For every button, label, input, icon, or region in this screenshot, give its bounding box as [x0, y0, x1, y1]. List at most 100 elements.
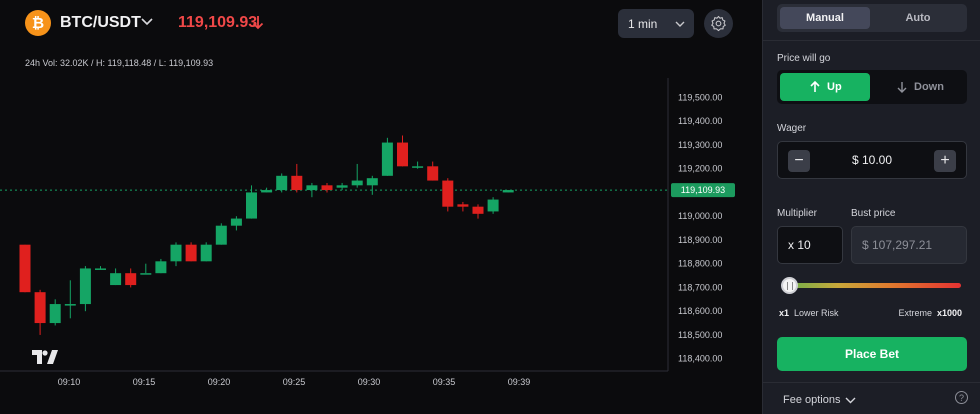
- wager-label: Wager: [777, 123, 807, 134]
- candle-body: [412, 166, 424, 168]
- y-tick-label: 119,200.00: [678, 164, 722, 174]
- increase-wager-button[interactable]: +: [934, 150, 956, 172]
- candle-body: [215, 225, 227, 245]
- bet-panel: Manual Auto Price will go Up Down Wager …: [762, 0, 980, 414]
- x-tick-label: 09:35: [433, 377, 456, 387]
- risk-slider-handle[interactable]: [781, 277, 798, 294]
- candle-body: [457, 204, 469, 207]
- candle-body: [170, 244, 182, 262]
- tradingview-logo-icon: [32, 350, 58, 364]
- arrow-down-icon: [897, 82, 907, 93]
- risk-min-label: x1 Lower Risk: [779, 308, 839, 318]
- candle-body: [110, 273, 122, 286]
- price-chart[interactable]: 119,500.00 119,400.00 119,300.00 119,200.00…: [0, 0, 762, 414]
- grip-icon: [787, 282, 793, 290]
- decrease-wager-button[interactable]: −: [788, 150, 810, 172]
- y-tick-label: 119,500.00: [678, 92, 722, 102]
- bust-price-field: $ 107,297.21: [851, 226, 967, 264]
- candle-body: [381, 142, 393, 176]
- interval-value: 1 min: [628, 17, 658, 31]
- candle-body: [200, 244, 212, 262]
- volume-stats: 24h Vol: 32.02K / H: 119,118.48 / L: 119…: [25, 58, 214, 68]
- x-tick-label: 09:10: [58, 377, 81, 387]
- down-button[interactable]: Down: [873, 73, 963, 101]
- divider: [763, 40, 980, 41]
- tab-auto[interactable]: Auto: [905, 12, 931, 24]
- candle-body: [351, 180, 363, 186]
- candle-body: [230, 218, 242, 226]
- candle-body: [261, 190, 273, 193]
- candle-body: [185, 244, 197, 262]
- x-tick-label: 09:30: [358, 377, 381, 387]
- chevron-down-icon[interactable]: [845, 396, 856, 404]
- interval-select[interactable]: 1 min: [618, 9, 694, 38]
- x-tick-label: 09:25: [283, 377, 306, 387]
- y-tick-label: 118,900.00: [678, 235, 722, 245]
- place-bet-button[interactable]: Place Bet: [777, 337, 967, 371]
- candle-body: [64, 304, 76, 306]
- risk-min-value: x1: [779, 308, 790, 318]
- y-tick-label: 118,800.00: [678, 259, 722, 269]
- current-price-tag-label: 119,109.93: [681, 185, 725, 195]
- candle-body: [79, 268, 91, 305]
- current-price-tag: [671, 183, 735, 198]
- y-tick-label: 118,600.00: [678, 306, 722, 316]
- candle-body: [49, 304, 61, 324]
- chevron-down-icon[interactable]: [140, 14, 154, 28]
- gear-icon: [711, 15, 726, 32]
- multiplier-input[interactable]: x 10: [777, 226, 843, 264]
- candle-body: [125, 273, 137, 286]
- candle-body: [442, 180, 454, 207]
- arrow-down-icon: [252, 16, 264, 30]
- y-tick-label: 119,400.00: [678, 116, 722, 126]
- up-button[interactable]: Up: [780, 73, 870, 101]
- risk-max-text: Extreme: [898, 308, 932, 318]
- candle-body: [306, 185, 318, 191]
- candle-body: [276, 175, 288, 191]
- candle-body: [95, 268, 106, 270]
- risk-max-label: Extreme x1000: [898, 308, 962, 318]
- bitcoin-icon: ₿: [25, 10, 51, 36]
- help-icon[interactable]: ?: [955, 391, 968, 404]
- wager-value[interactable]: $ 10.00: [851, 153, 893, 167]
- price-direction-label: Price will go: [777, 53, 831, 64]
- candle-body: [472, 206, 484, 214]
- chart-header: ₿ BTC/USDT 119,109.93 1 min: [0, 0, 762, 46]
- y-tick-label: 118,500.00: [678, 330, 722, 340]
- chevron-down-icon: [675, 21, 685, 27]
- current-price: 119,109.93: [178, 14, 258, 31]
- candle-body: [502, 190, 514, 193]
- candle-body: [34, 292, 46, 324]
- candle-body: [427, 166, 439, 181]
- multiplier-label: Multiplier: [777, 208, 818, 219]
- risk-min-text: Lower Risk: [794, 308, 839, 318]
- candle-body: [366, 178, 378, 186]
- pair-selector-label[interactable]: BTC/USDT: [60, 14, 141, 31]
- y-tick-label: 119,300.00: [678, 140, 722, 150]
- y-tick-label: 118,400.00: [678, 354, 722, 364]
- candle-body: [487, 199, 499, 212]
- candle-body: [291, 175, 303, 191]
- y-tick-label: 119,000.00: [678, 211, 722, 221]
- wager-input[interactable]: − $ 10.00 +: [777, 141, 967, 179]
- x-tick-label: 09:20: [208, 377, 231, 387]
- tab-manual[interactable]: Manual: [780, 7, 870, 29]
- up-label: Up: [827, 81, 842, 93]
- x-tick-label: 09:39: [508, 377, 531, 387]
- candle-body: [336, 185, 348, 188]
- chart-settings-button[interactable]: [704, 9, 733, 38]
- candle-body: [397, 142, 408, 167]
- candle-body: [155, 261, 167, 274]
- mode-tabs: Manual Auto: [777, 4, 967, 32]
- down-label: Down: [914, 81, 944, 93]
- arrow-up-icon: [810, 81, 820, 92]
- chart-area: 119,500.00 119,400.00 119,300.00 119,200.00…: [0, 0, 762, 414]
- x-tick-label: 09:15: [133, 377, 156, 387]
- risk-max-value: x1000: [936, 308, 962, 318]
- fee-options-toggle[interactable]: Fee options: [783, 394, 841, 406]
- divider: [763, 382, 980, 383]
- risk-slider-track[interactable]: [785, 283, 961, 288]
- candle-body: [321, 185, 333, 191]
- candle-body: [140, 273, 152, 275]
